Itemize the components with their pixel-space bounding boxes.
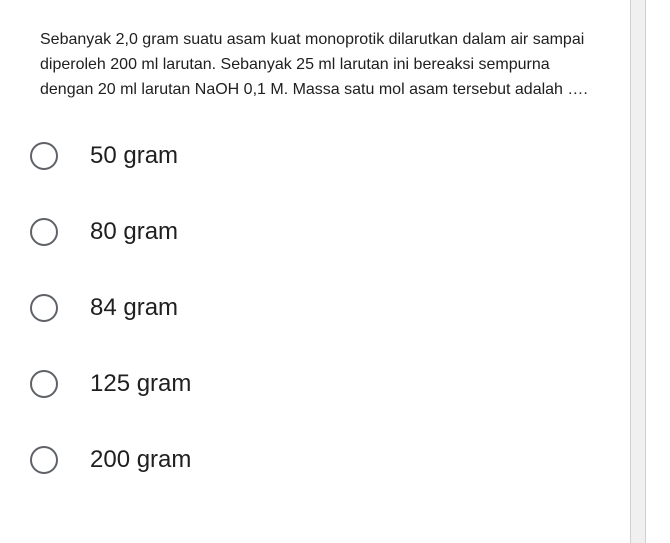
- option-row[interactable]: 84 gram: [30, 294, 630, 322]
- option-row[interactable]: 125 gram: [30, 370, 630, 398]
- option-label: 200 gram: [90, 448, 191, 472]
- side-gutter: [630, 0, 670, 543]
- option-label: 50 gram: [90, 144, 178, 168]
- radio-unchecked-icon[interactable]: [30, 142, 58, 170]
- options-group: 50 gram 80 gram 84 gram 125 gram 200 gra…: [0, 102, 630, 474]
- radio-unchecked-icon[interactable]: [30, 370, 58, 398]
- side-gutter-inner: [645, 0, 670, 543]
- option-row[interactable]: 200 gram: [30, 446, 630, 474]
- question-panel: Sebanyak 2,0 gram suatu asam kuat monopr…: [0, 0, 630, 543]
- radio-unchecked-icon[interactable]: [30, 446, 58, 474]
- option-row[interactable]: 80 gram: [30, 218, 630, 246]
- radio-unchecked-icon[interactable]: [30, 218, 58, 246]
- option-row[interactable]: 50 gram: [30, 142, 630, 170]
- radio-unchecked-icon[interactable]: [30, 294, 58, 322]
- option-label: 80 gram: [90, 220, 178, 244]
- question-text: Sebanyak 2,0 gram suatu asam kuat monopr…: [0, 0, 630, 102]
- option-label: 84 gram: [90, 296, 178, 320]
- option-label: 125 gram: [90, 372, 191, 396]
